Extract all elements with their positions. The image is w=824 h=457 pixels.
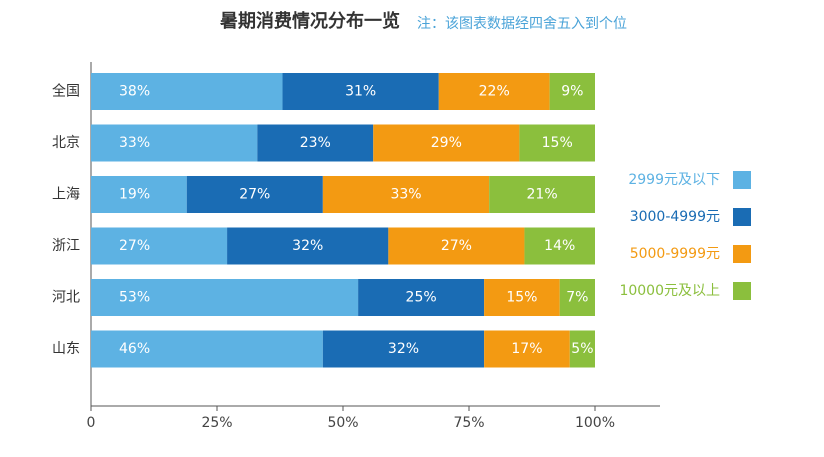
legend-label: 2999元及以下 [628,172,720,188]
value-label: 19% [119,187,150,203]
bar-segment [91,124,258,162]
bar-segment [257,124,374,162]
value-label: 21% [527,187,558,203]
legend-swatch [733,245,751,263]
bar-segment [569,330,595,368]
bar-segment [91,176,187,213]
bar-segment [91,330,323,368]
value-label: 32% [292,238,323,254]
bar-segment [322,330,485,368]
legend-swatch [733,208,751,226]
value-label: 27% [119,238,150,254]
y-tick-label: 山东 [52,341,80,357]
value-label: 32% [388,341,419,357]
bar-segment [91,73,283,110]
legend-label: 5000-9999元 [630,246,720,262]
value-label: 27% [441,238,472,254]
value-label: 27% [239,187,270,203]
y-tick-label: 全国 [52,83,80,100]
bar-segment [484,330,570,368]
value-label: 22% [479,84,510,100]
value-label: 9% [561,84,583,100]
value-label: 15% [542,135,573,151]
y-tick-label: 浙江 [52,238,80,254]
legend-swatch [733,282,751,300]
value-label: 23% [300,135,331,151]
y-tick-label: 上海 [52,187,80,203]
value-label: 33% [390,187,421,203]
bar-segment [559,279,595,316]
y-tick-label: 河北 [52,290,80,306]
bar-segment [519,124,595,162]
x-tick-label: 0 [87,415,96,431]
bar-segment [282,73,439,110]
value-label: 31% [345,84,376,100]
value-label: 29% [431,135,462,151]
value-label: 15% [506,290,537,306]
bar-segment [322,176,490,213]
bar-segment [91,227,228,265]
bar-segment [489,176,595,213]
value-label: 38% [119,84,150,100]
chart-note: 注：该图表数据经四舍五入到个位 [417,16,627,32]
bar-segment [186,176,323,213]
bar-segment [227,227,389,265]
x-tick-label: 25% [201,415,232,431]
value-label: 25% [406,290,437,306]
bar-segment [549,73,595,110]
bar-segment [438,73,550,110]
bar-segment [373,124,520,162]
value-label: 46% [119,341,150,357]
x-tick-label: 50% [327,415,358,431]
legend-label: 3000-4999元 [630,209,720,225]
x-tick-label: 100% [575,415,615,431]
bar-segment [358,279,485,316]
bar-segment [484,279,560,316]
value-label: 17% [511,341,542,357]
x-tick-label: 75% [453,415,484,431]
value-label: 53% [119,290,150,306]
value-label: 33% [119,135,150,151]
bar-segment [524,227,595,265]
legend-label: 10000元及以上 [619,283,720,299]
y-tick-label: 北京 [52,135,80,151]
legend-swatch [733,171,751,189]
value-label: 7% [566,290,588,306]
value-label: 14% [544,238,575,254]
bar-segment [388,227,525,265]
chart-title: 暑期消费情况分布一览 [220,10,400,32]
bar-segment [91,279,359,316]
value-label: 5% [571,341,593,357]
